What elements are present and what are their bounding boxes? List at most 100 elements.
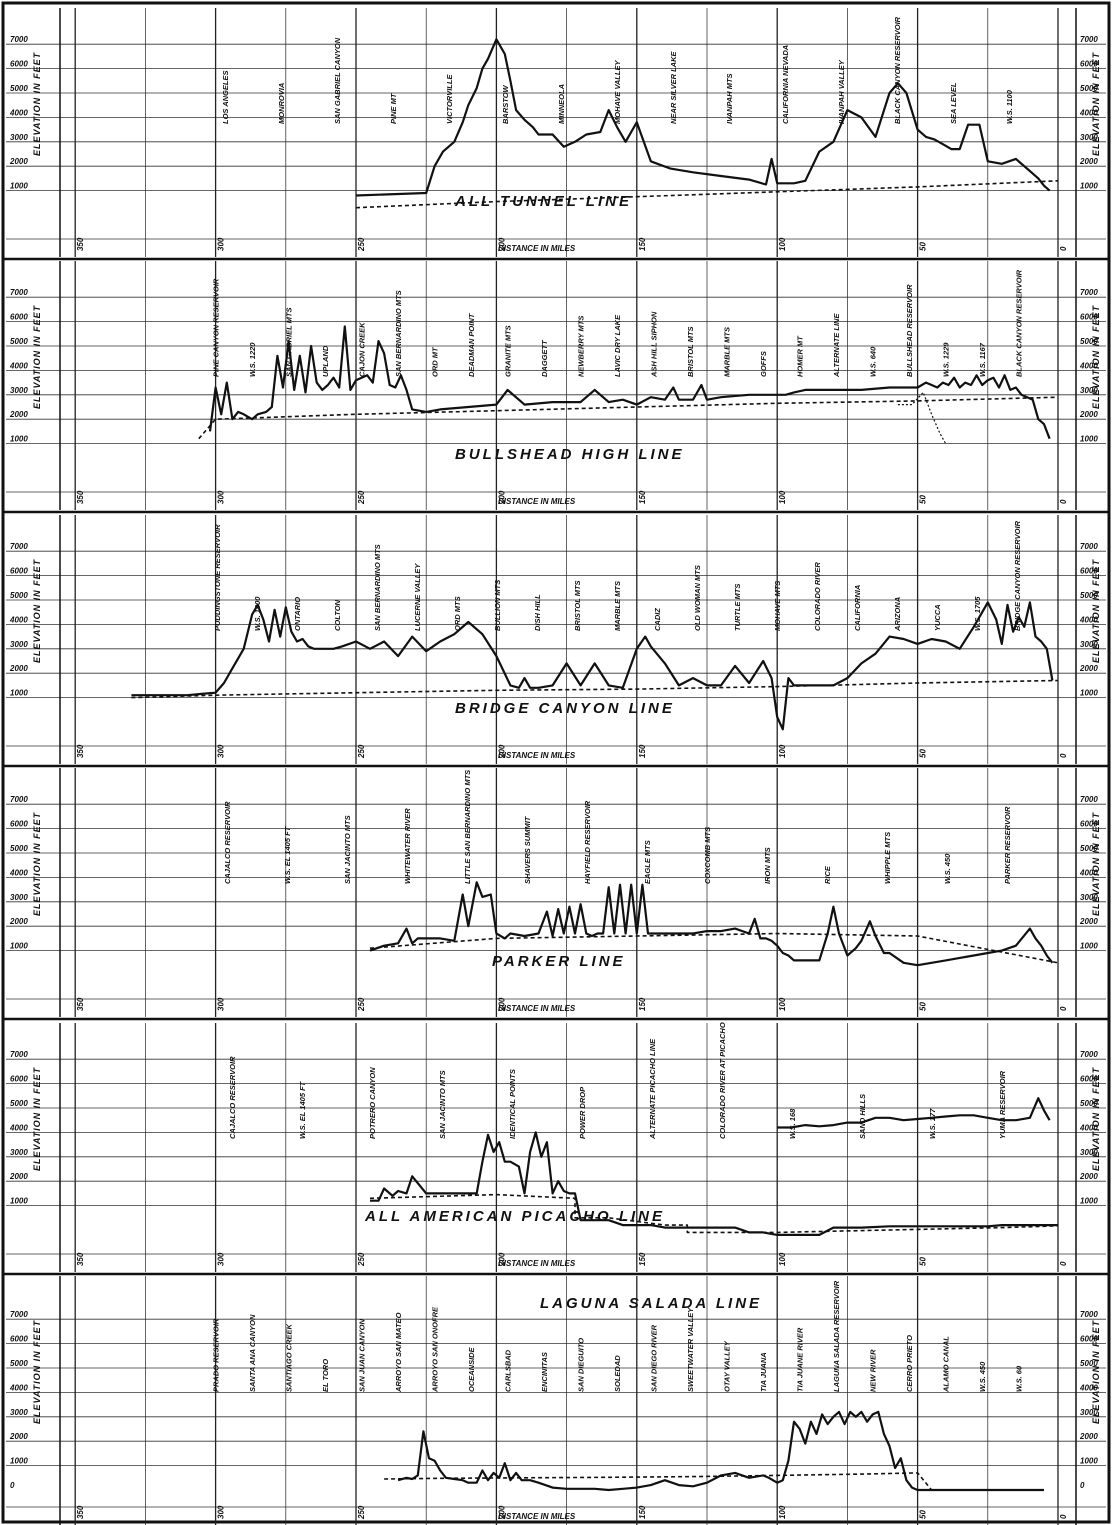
annotation-label: SWEETWATER VALLEY xyxy=(686,1307,695,1392)
y-tick-label-left: 7000 xyxy=(10,795,28,804)
x-tick-label: 0 xyxy=(1059,1514,1068,1519)
annotation-label: SEA LEVEL xyxy=(949,82,958,124)
x-tick-label: 250 xyxy=(357,1252,366,1267)
y-tick-label-right: 1000 xyxy=(1080,182,1098,191)
x-tick-label: 200 xyxy=(497,490,506,505)
annotation-label: GRANITE MTS xyxy=(503,325,512,377)
annotation-label: POTRERO CANYON xyxy=(368,1067,377,1139)
y-tick-label-left: 3000 xyxy=(10,640,28,649)
y-tick-label-left: 1000 xyxy=(10,942,28,951)
y-tick-label-left: 1000 xyxy=(10,689,28,698)
y-tick-label-left: 6000 xyxy=(10,567,28,576)
x-tick-label: 300 xyxy=(217,744,226,758)
x-tick-label: 0 xyxy=(1059,246,1068,251)
annotation-label: W.S. 640 xyxy=(869,346,878,377)
annotation-label: ARROYO SAN MATEO xyxy=(394,1312,403,1393)
annotation-label: ORD MT xyxy=(430,346,439,377)
y-tick-label-right: 1000 xyxy=(1080,1197,1098,1206)
annotation-label: W.S. EL 1405 FT xyxy=(283,825,292,884)
left-axis-title: ELEVATION IN FEET xyxy=(32,51,42,156)
annotation-label: MARBLE MTS xyxy=(613,581,622,631)
y-tick-label-right: 3000 xyxy=(1080,386,1098,395)
profile-series-ground xyxy=(131,601,1054,731)
annotation-label: SAND HILLS xyxy=(858,1094,867,1139)
y-tick-label-right: 4000 xyxy=(1079,868,1098,877)
annotation-label: HAYFIELD RESERVOIR xyxy=(583,800,592,884)
right-axis-title: ELEVATION IN FEET xyxy=(1091,1319,1101,1424)
y-tick-label-left: 6000 xyxy=(10,1335,28,1344)
profile-series-ground xyxy=(208,325,1051,440)
annotation-label: IVANPAH VALLEY xyxy=(837,59,846,124)
annotation-label: BARSTOW xyxy=(501,84,510,124)
annotation-label: SAN JACINTO MTS xyxy=(438,1070,447,1139)
x-tick-label: 150 xyxy=(638,490,647,504)
annotation-label: BULLSHEAD RESERVOIR xyxy=(905,284,914,377)
x-tick-label: 350 xyxy=(76,490,85,504)
x-tick-label: 350 xyxy=(76,744,85,758)
annotation-label: VICTORVILLE xyxy=(445,74,454,124)
y-tick-label-right: 3000 xyxy=(1080,1148,1098,1157)
annotation-label: HOMER MT xyxy=(796,335,805,377)
x-tick-label: 100 xyxy=(778,1505,787,1519)
y-tick-label-left: 2000 xyxy=(9,917,28,926)
annotation-label: SAN BERNARDINO MTS xyxy=(373,544,382,631)
x-tick-label: 200 xyxy=(497,237,506,252)
annotation-label: CALIFORNIA NEVADA xyxy=(781,45,790,124)
x-tick-label: 300 xyxy=(217,997,226,1011)
annotation-label: ENCINITAS xyxy=(540,1352,549,1392)
distance-label: DISTANCE IN MILES xyxy=(498,1512,576,1521)
x-tick-label: 100 xyxy=(778,237,787,251)
annotation-label: NEAR SILVER LAKE xyxy=(669,50,678,124)
annotation-label: WHITEWATER RIVER xyxy=(403,808,412,884)
annotation-label: ARIZONA xyxy=(893,597,902,632)
annotation-label: CERRO PRIETO xyxy=(905,1335,914,1392)
annotation-label: EAGLE MTS xyxy=(643,840,652,884)
profile-series-ground xyxy=(369,881,1054,967)
annotation-label: BLACK CANYON RESERVOIR xyxy=(893,16,902,124)
y-tick-label-right: 7000 xyxy=(1080,35,1098,44)
annotation-label: COLORADO RIVER xyxy=(813,562,822,631)
annotation-label: SAN DIEGO RIVER xyxy=(650,1324,659,1392)
y-tick-label-left: 2000 xyxy=(9,664,28,673)
annotation-label: PARKER RESERVOIR xyxy=(1003,806,1012,884)
left-axis-title: ELEVATION IN FEET xyxy=(32,811,42,916)
annotation-label: SOLEDAD xyxy=(613,1355,622,1392)
annotation-label: LOS ANGELES xyxy=(221,71,230,124)
annotation-label: SAN JACINTO MTS xyxy=(343,815,352,884)
distance-label: DISTANCE IN MILES xyxy=(498,244,576,253)
y-tick-label-right: 6000 xyxy=(1080,1075,1098,1084)
y-tick-label-right: 3000 xyxy=(1080,893,1098,902)
left-axis-title: ELEVATION IN FEET xyxy=(32,1319,42,1424)
x-tick-label: 150 xyxy=(638,1505,647,1519)
annotation-label: COLORADO RIVER AT PICACHO xyxy=(718,1022,727,1139)
y-tick-label-right: 1000 xyxy=(1080,689,1098,698)
annotation-label: MARBLE MTS xyxy=(723,327,732,377)
annotation-label: OLD WOMAN MTS xyxy=(693,565,702,631)
line-title: ALL AMERICAN PICACHO LINE xyxy=(364,1208,665,1225)
y-tick-label-left: 5000 xyxy=(10,1359,28,1368)
y-tick-label-left: 5000 xyxy=(10,337,28,346)
profile-series-conduit xyxy=(369,932,1059,964)
annotation-label: LUCERNE VALLEY xyxy=(413,563,422,631)
annotation-label: MOHAVE VALLEY xyxy=(613,60,622,124)
x-tick-label: 250 xyxy=(357,1505,366,1520)
y-tick-label-left: 6000 xyxy=(10,1075,28,1084)
annotation-label: DAGGETT xyxy=(540,339,549,377)
x-tick-label: 150 xyxy=(638,237,647,251)
y-tick-label-left: 3000 xyxy=(10,893,28,902)
y-tick-label-left: 4000 xyxy=(9,108,28,117)
y-tick-label-right: 7000 xyxy=(1080,795,1098,804)
line-title: BRIDGE CANYON LINE xyxy=(455,700,675,717)
x-tick-label: 100 xyxy=(778,490,787,504)
y-tick-label-right: 2000 xyxy=(1079,664,1098,673)
x-tick-label: 100 xyxy=(778,997,787,1011)
y-tick-label-left: 2000 xyxy=(9,1432,28,1441)
annotation-label: ONTARIO xyxy=(293,597,302,631)
annotation-label: W.S. 1705 xyxy=(973,596,982,631)
right-axis-title: ELEVATION IN FEET xyxy=(1091,1066,1101,1171)
annotation-label: W.S. 60 xyxy=(1015,1365,1024,1392)
